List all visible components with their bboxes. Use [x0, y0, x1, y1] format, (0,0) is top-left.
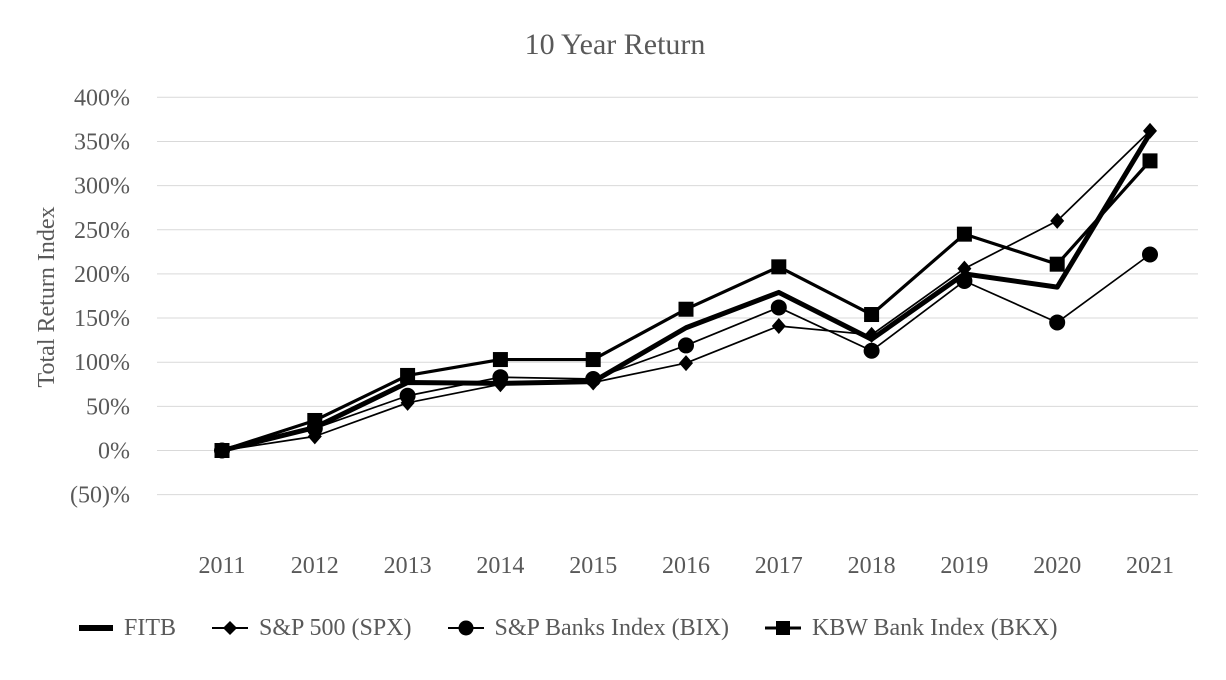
marker-circle-s-p-banks-index-bix	[678, 337, 694, 354]
legend-label-spx: S&P 500 (SPX)	[259, 614, 412, 641]
x-tick-label: 2020	[1033, 553, 1081, 579]
marker-diamond-s-p-500-spx	[1050, 212, 1065, 229]
marker-circle-s-p-banks-index-bix	[585, 370, 602, 387]
fitb-line-swatch-icon	[79, 625, 113, 631]
marker-square-kbw-bank-index-bkx	[307, 412, 323, 428]
y-tick-label: 400%	[74, 85, 130, 111]
legend-item-fitb: FITB	[78, 615, 176, 642]
x-tick-label: 2012	[291, 553, 339, 579]
marker-square-kbw-bank-index-bkx	[771, 259, 787, 275]
marker-square-kbw-bank-index-bkx	[214, 443, 230, 458]
marker-square-kbw-bank-index-bkx	[585, 352, 601, 368]
x-tick-label: 2017	[755, 553, 803, 579]
circle-marker-icon	[447, 620, 484, 636]
marker-square-kbw-bank-index-bkx	[1049, 256, 1065, 272]
legend-label-bix: S&P Banks Index (BIX)	[494, 614, 729, 641]
x-tick-label: 2019	[940, 553, 988, 579]
marker-square-kbw-bank-index-bkx	[956, 226, 972, 242]
y-tick-label: 150%	[74, 306, 130, 332]
x-tick-label: 2021	[1126, 553, 1174, 579]
y-tick-label: 250%	[74, 218, 130, 244]
marker-diamond-s-p-500-spx	[771, 317, 786, 334]
legend-item-bkx: KBW Bank Index (BKX)	[764, 614, 1058, 642]
x-tick-label: 2014	[476, 553, 524, 579]
chart-title: 10 Year Return	[524, 28, 706, 61]
marker-square-kbw-bank-index-bkx	[864, 307, 880, 323]
series-line-fitb	[221, 132, 1153, 453]
x-tick-label: 2015	[569, 553, 617, 579]
marker-circle-s-p-banks-index-bix	[863, 342, 880, 359]
marker-circle-s-p-banks-index-bix	[1142, 246, 1158, 263]
legend-item-spx: S&P 500 (SPX)	[211, 614, 412, 642]
marker-circle-s-p-banks-index-bix	[956, 272, 973, 289]
marker-diamond-s-p-500-spx	[957, 260, 972, 277]
legend-label-fitb: FITB	[124, 614, 177, 641]
marker-diamond-s-p-500-spx	[864, 326, 879, 343]
square-marker-icon	[764, 621, 801, 635]
y-tick-label: 0%	[98, 439, 130, 465]
marker-circle-s-p-banks-index-bix	[770, 299, 787, 316]
y-tick-label: 50%	[86, 394, 130, 420]
marker-square-kbw-bank-index-bkx	[492, 352, 508, 368]
y-tick-label: 350%	[74, 129, 130, 155]
y-tick-label: 100%	[74, 350, 130, 376]
legend-item-bix: S&P Banks Index (BIX)	[447, 615, 729, 642]
marker-circle-s-p-banks-index-bix	[492, 369, 509, 386]
chart-legend: FITB S&P 500 (SPX) S&P Banks Index (BIX)…	[78, 610, 1057, 646]
diamond-marker-icon	[212, 621, 249, 635]
marker-diamond-s-p-500-spx	[679, 355, 693, 372]
marker-circle-s-p-banks-index-bix	[1049, 314, 1066, 331]
legend-label-bkx: KBW Bank Index (BKX)	[811, 614, 1058, 641]
marker-square-kbw-bank-index-bkx	[1142, 153, 1158, 169]
marker-square-kbw-bank-index-bkx	[400, 367, 416, 383]
x-tick-label: 2011	[198, 553, 245, 579]
y-tick-label: 300%	[74, 174, 130, 200]
x-tick-label: 2016	[662, 553, 710, 579]
y-tick-label: (50)%	[70, 483, 130, 509]
x-tick-label: 2018	[848, 553, 896, 579]
marker-square-kbw-bank-index-bkx	[678, 301, 694, 317]
marker-circle-s-p-banks-index-bix	[399, 387, 416, 404]
x-tick-label: 2013	[384, 553, 432, 579]
y-tick-label: 200%	[74, 262, 130, 288]
marker-diamond-s-p-500-spx	[1143, 122, 1157, 139]
